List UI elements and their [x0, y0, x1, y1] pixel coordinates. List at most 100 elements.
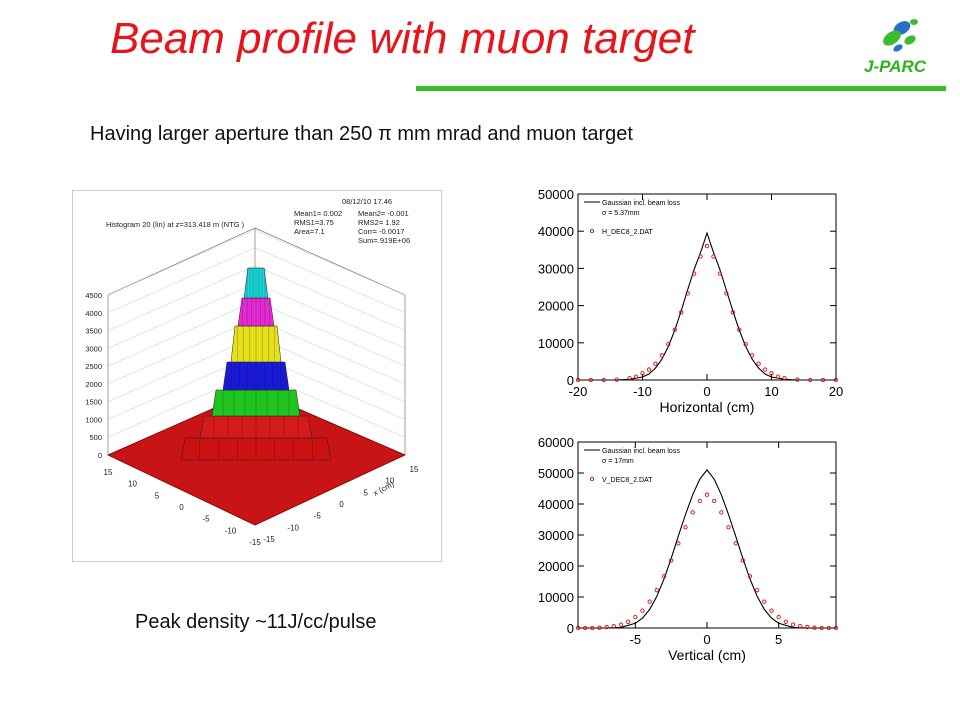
lego-gridline [107, 283, 256, 349]
lego-gridline [254, 283, 406, 349]
y-tick-label: 0 [567, 373, 574, 388]
y-tick-label: 0 [567, 621, 574, 636]
data-point [724, 291, 729, 296]
data-point [654, 588, 659, 593]
y-tick-label: 60000 [538, 435, 574, 450]
lego-z-tick-label: 2500 [85, 362, 102, 371]
lego-z-tick-label: 1000 [85, 415, 102, 424]
x-tick-label: 0 [703, 384, 710, 399]
y-tick-label: 30000 [538, 261, 574, 276]
data-point [604, 624, 609, 630]
y-tick-label: 50000 [538, 466, 574, 481]
data-point [737, 327, 742, 332]
lego-stat: Sum=.919E+06 [358, 236, 410, 245]
data-point [769, 371, 774, 376]
legend-marker-swatch [589, 476, 595, 482]
x-tick-label: -20 [569, 384, 588, 399]
data-point [672, 327, 677, 332]
lego-z-tick-label: 3500 [85, 327, 102, 336]
lego-y-tick-label: -5 [202, 515, 210, 524]
data-point [762, 367, 768, 372]
lego-gridline [107, 336, 256, 402]
data-point [805, 624, 810, 630]
lego-peak [180, 267, 332, 461]
lego-stat: RMS2= 1.92 [358, 218, 400, 227]
data-point [575, 625, 581, 631]
lego-stat: RMS1=3.75 [294, 218, 334, 227]
lego-x-tick-label: 5 [363, 488, 368, 497]
lego-svg: 08/12/10 17.46 Histogram 20 (lin) at z=3… [71, 189, 443, 563]
j-parc-logo-mark [883, 19, 918, 52]
lego-date: 08/12/10 17.46 [342, 197, 392, 206]
data-point [717, 271, 723, 276]
legend-entry: σ = 17mm [602, 458, 634, 465]
data-point [733, 541, 738, 546]
data-point [666, 342, 671, 347]
legend-entry: Gaussian incl. beam loss [602, 200, 680, 207]
data-point [833, 625, 839, 631]
data-point [783, 619, 788, 624]
x-axis-label: Vertical (cm) [668, 647, 746, 663]
data-point [704, 243, 710, 249]
lego-gridline [107, 247, 256, 313]
data-point [691, 271, 697, 276]
data-point [698, 254, 703, 259]
legend-entry: Gaussian incl. beam loss [602, 448, 680, 455]
lego-stat: Mean2= -0.001 [358, 209, 409, 218]
legend-entry: σ = 5.37mm [602, 210, 640, 217]
lego-header: 08/12/10 17.46 Histogram 20 (lin) at z=3… [106, 197, 410, 245]
lego-x-tick-label: 15 [410, 465, 419, 474]
data-point [575, 377, 581, 383]
horizontal-profile-chart: 0 10000 20000 30000 40000 50000 -20 -10 0 10 20 Hor… [538, 187, 843, 415]
lego-z-tick-label: 500 [89, 433, 102, 442]
data-point [776, 614, 781, 620]
lego-x-tick-label: 0 [339, 500, 344, 509]
lego-gridline [254, 265, 406, 331]
y-tick-label: 40000 [538, 224, 574, 239]
data-point [769, 608, 774, 613]
lego-x-tick-label: 10 [385, 477, 394, 486]
data-point [640, 371, 645, 376]
y-tick-label: 50000 [538, 187, 574, 202]
x-tick-label: -5 [630, 632, 642, 647]
data-point [653, 361, 658, 366]
lego-stat: Area=7.1 [294, 227, 325, 236]
data-point [755, 588, 760, 593]
lego-z-tick-label: 4000 [85, 309, 102, 318]
data-point [611, 623, 616, 629]
data-point [743, 342, 748, 347]
lego-plot: 08/12/10 17.46 Histogram 20 (lin) at z=3… [71, 189, 443, 563]
lego-z-tick-label: 1500 [85, 398, 102, 407]
data-point [730, 310, 735, 315]
data-point [749, 353, 755, 358]
lego-y-tick-label: 5 [155, 491, 160, 500]
data-point [618, 622, 624, 627]
data-point [669, 558, 674, 563]
j-parc-logo: J-PARC [864, 19, 927, 76]
data-point [826, 625, 831, 631]
lego-x-tick-label: -10 [287, 523, 299, 532]
y-tick-label: 20000 [538, 559, 574, 574]
data-point [697, 498, 702, 504]
lego-xy-ticks: 15 10 5 0 -5 -10 -15 -15 -10 -5 0 5 10 15 [104, 465, 419, 547]
lego-gridline [254, 318, 406, 385]
data-point [588, 377, 594, 383]
data-point [795, 377, 800, 382]
data-point [747, 574, 753, 579]
lego-y-tick-label: 15 [104, 468, 113, 477]
data-point [597, 625, 602, 630]
legend: Gaussian incl. beam loss σ = 5.37mm H_DEC8… [584, 200, 680, 236]
data-point [775, 374, 781, 379]
lego-z-tick-label: 2000 [85, 380, 102, 389]
data-point [683, 525, 688, 530]
data-point [740, 558, 745, 563]
data-point [685, 291, 690, 296]
data-point [590, 625, 595, 631]
x-tick-label: 10 [764, 384, 778, 399]
lego-header-left: Histogram 20 (lin) at z=313.418 m (NTG ) [106, 220, 245, 229]
lego-y-tick-label: 10 [128, 480, 137, 489]
data-point [782, 375, 787, 381]
data-point [762, 599, 767, 604]
lego-z-tick-label: 0 [98, 451, 102, 460]
lego-gridline [107, 265, 256, 331]
